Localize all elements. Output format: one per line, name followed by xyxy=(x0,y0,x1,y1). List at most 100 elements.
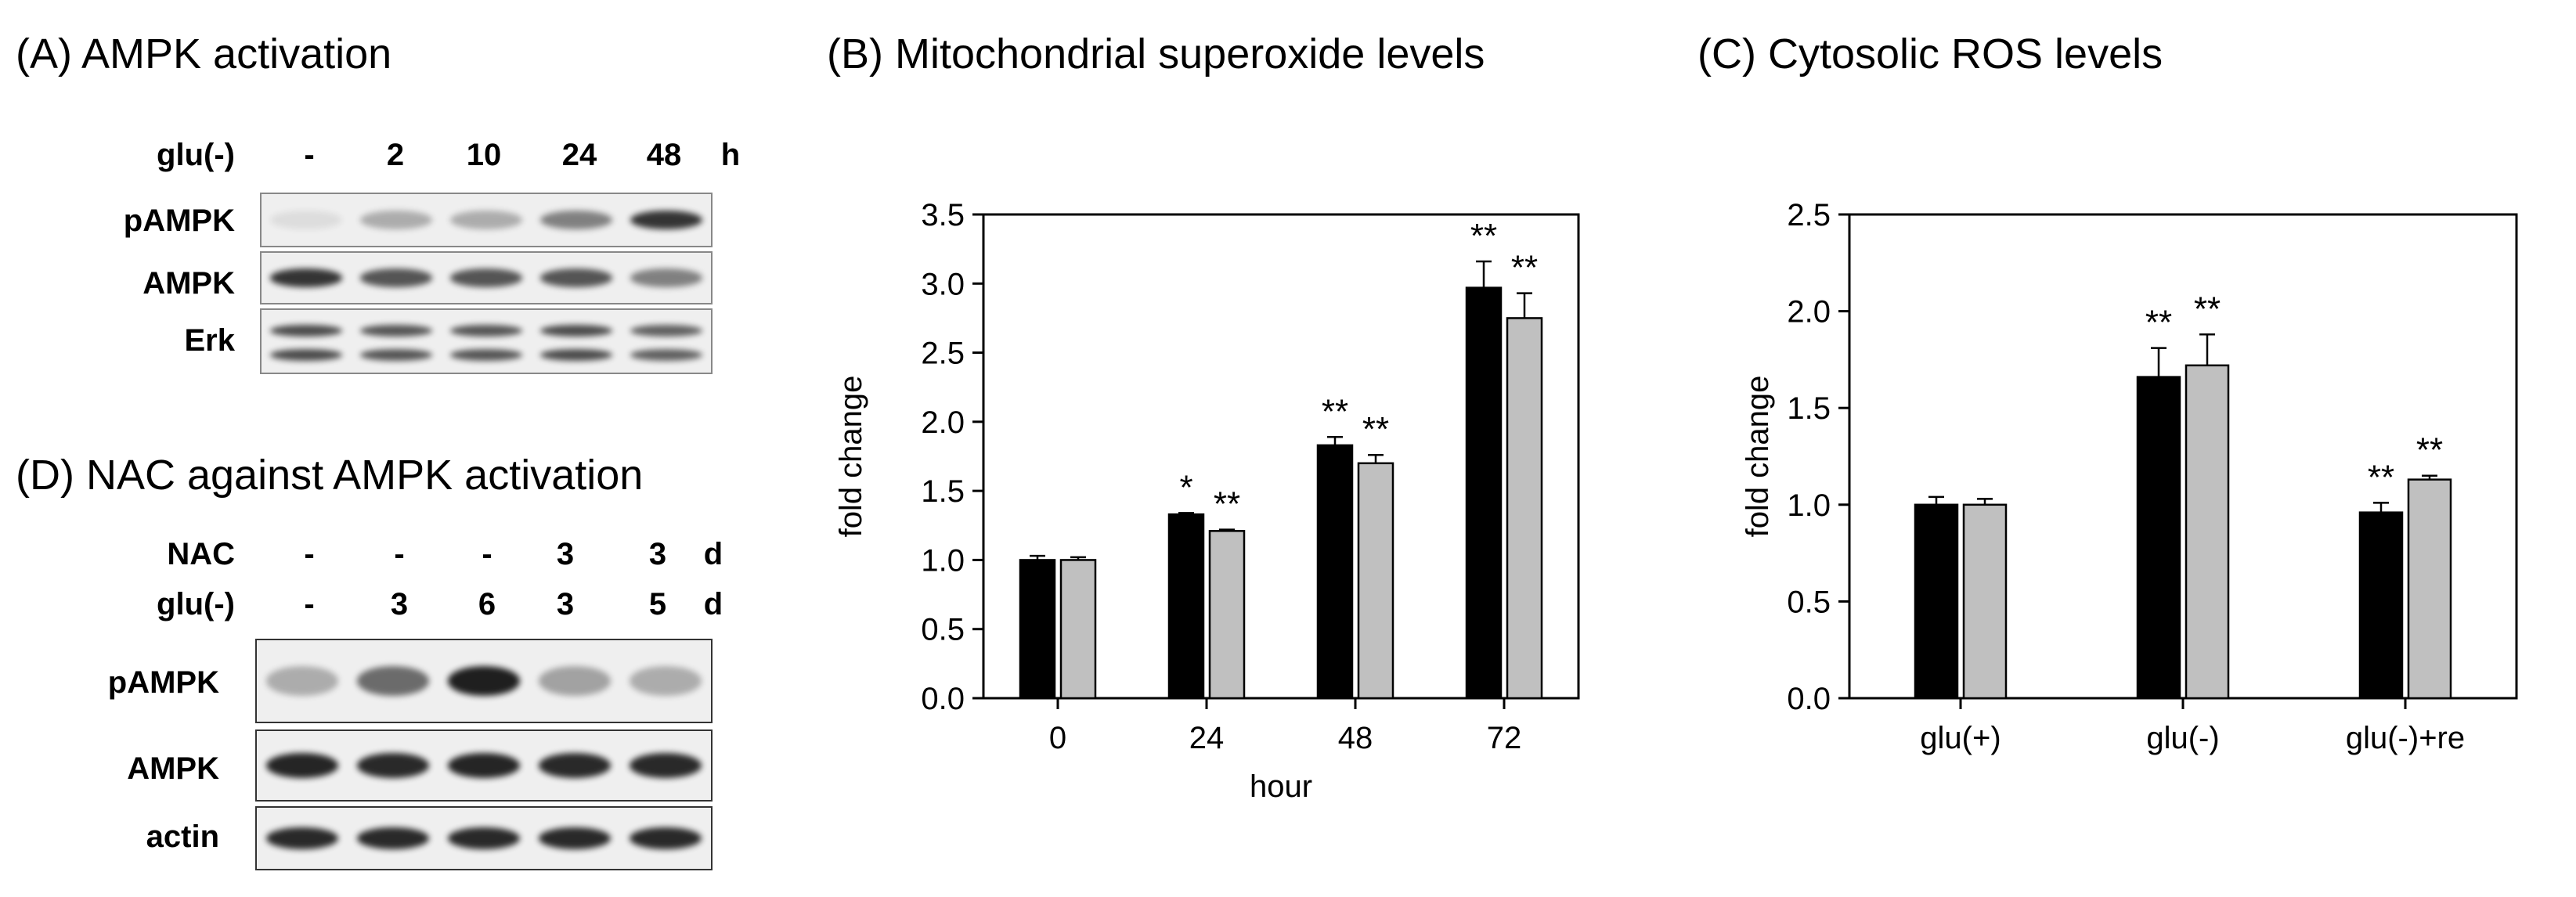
panel-d-blot-pampk xyxy=(255,639,713,723)
significance-label: ** xyxy=(1322,392,1348,430)
blot-band xyxy=(447,666,521,696)
blot-band xyxy=(630,268,702,287)
chart-c: 0.0 0.5 1.0 1.5 2.0 2.5 fold change glu(+) glu(-… xyxy=(1741,198,2518,755)
bar xyxy=(1962,503,2008,700)
x-tick-label: glu(+) xyxy=(1920,721,2001,755)
panel-d-glu-5: 5 xyxy=(648,587,667,621)
panel-d-blot-label-pampk: pAMPK xyxy=(107,665,219,700)
blot-band xyxy=(360,268,433,287)
blot-band xyxy=(629,753,702,778)
blot-band xyxy=(356,827,430,850)
plot-frame xyxy=(982,213,1580,700)
significance-label: ** xyxy=(2145,304,2172,342)
panel-d-blot-ampk xyxy=(255,729,713,802)
blot-band xyxy=(450,268,522,287)
y-tick-label: 0.0 xyxy=(921,682,965,716)
bar xyxy=(1506,317,1543,700)
x-tick-label: 48 xyxy=(1338,721,1373,755)
y-tick-label: 2.5 xyxy=(921,337,965,371)
panel-d-nac-1: - xyxy=(304,537,315,571)
blot-band xyxy=(539,268,612,287)
blot-band xyxy=(450,211,522,229)
bar xyxy=(1316,444,1354,700)
panel-a-lane-4: 24 xyxy=(561,138,597,172)
panel-d-title: (D) NAC against AMPK activation xyxy=(16,452,644,499)
bar xyxy=(2407,478,2452,700)
panel-d-row-label-nac: NAC xyxy=(167,537,235,571)
panel-a-blot-label-pampk: pAMPK xyxy=(123,204,235,238)
panel-d-blot-label-actin: actin xyxy=(146,820,219,854)
y-tick-label: 1.5 xyxy=(921,474,965,509)
y-tick-label: 1.0 xyxy=(921,543,965,578)
blot-band xyxy=(265,827,339,850)
y-axis-label: fold change xyxy=(1741,376,1775,538)
blot-band xyxy=(270,268,343,287)
x-tick-label: 24 xyxy=(1189,721,1225,755)
panel-c-title: (C) Cytosolic ROS levels xyxy=(1697,31,2163,77)
significance-label: * xyxy=(1179,468,1192,506)
panel-d-row-label-glu: glu(-) xyxy=(157,587,235,621)
panel-a-lane-3: 10 xyxy=(466,138,502,172)
significance-label: ** xyxy=(2368,458,2394,496)
blot-band xyxy=(360,325,433,337)
panel-d-glu-2: 3 xyxy=(390,587,409,621)
blot-band xyxy=(630,325,702,337)
blot-band xyxy=(356,666,430,696)
x-tick-label: 72 xyxy=(1487,721,1522,755)
y-tick-label: 2.5 xyxy=(1787,198,1831,232)
significance-label: ** xyxy=(1511,249,1538,287)
blot-band xyxy=(629,666,702,696)
panel-d-glu-unit: d xyxy=(703,587,723,621)
significance-label: ** xyxy=(2416,431,2443,470)
bar xyxy=(2358,511,2404,700)
panel-a-blot-pampk xyxy=(260,193,713,247)
panel-a-lane-5: 48 xyxy=(646,138,682,172)
blot-band xyxy=(447,827,521,850)
x-axis-label: hour xyxy=(1250,769,1312,804)
bar xyxy=(1914,503,1959,700)
blot-band xyxy=(539,349,612,361)
bar xyxy=(1208,530,1246,700)
panel-d-nac-unit: d xyxy=(703,537,723,571)
panel-d-nac-3: - xyxy=(482,537,492,571)
significance-label: ** xyxy=(1214,485,1240,524)
significance-label: ** xyxy=(1362,410,1389,448)
blot-band xyxy=(270,211,343,229)
y-axis-label: fold change xyxy=(834,376,868,538)
panel-a-blot-ampk xyxy=(260,251,713,304)
panel-b-title: (B) Mitochondrial superoxide levels xyxy=(827,31,1485,77)
blot-band xyxy=(538,666,612,696)
blot-band xyxy=(356,753,430,778)
significance-label: ** xyxy=(1470,217,1497,255)
panel-d-nac-5: 3 xyxy=(648,537,667,571)
blot-band xyxy=(450,325,522,337)
panel-a-title: (A) AMPK activation xyxy=(16,31,392,77)
panel-d-nac-2: - xyxy=(394,537,405,571)
panel-d-glu-1: - xyxy=(304,587,315,621)
panel-d-glu-4: 3 xyxy=(556,587,575,621)
panel-a-blot-label-ampk: AMPK xyxy=(143,266,235,301)
blot-band xyxy=(539,325,612,337)
blot-band xyxy=(450,349,522,361)
bar xyxy=(1059,559,1097,700)
panel-a-row-label: glu(-) xyxy=(157,138,235,172)
y-tick-label: 2.0 xyxy=(921,405,965,440)
bar xyxy=(1167,513,1205,700)
blot-band xyxy=(265,666,339,696)
x-tick-label: 0 xyxy=(1049,721,1066,755)
blot-band xyxy=(629,827,702,850)
blot-band xyxy=(630,211,702,229)
bar xyxy=(2136,376,2181,700)
blot-band xyxy=(265,753,339,778)
blot-band xyxy=(270,349,343,361)
blot-band xyxy=(630,349,702,361)
blot-band xyxy=(538,753,612,778)
y-tick-label: 0.5 xyxy=(1787,585,1831,619)
panel-d-blot-label-ampk: AMPK xyxy=(127,751,219,786)
panel-a-lane-1: - xyxy=(304,138,315,172)
y-tick-label: 0.5 xyxy=(921,613,965,647)
bar xyxy=(1465,286,1503,700)
blot-band xyxy=(270,325,343,337)
blot-band xyxy=(539,211,612,229)
